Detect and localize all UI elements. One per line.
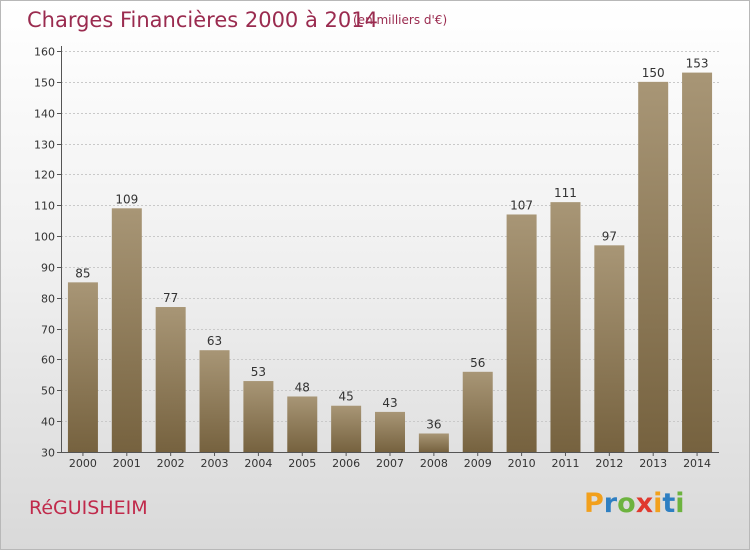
x-tick-label: 2012 <box>595 457 623 470</box>
bar <box>155 307 186 452</box>
data-label: 48 <box>295 380 310 394</box>
y-tick-label: 160 <box>34 46 55 59</box>
data-label: 111 <box>554 186 577 200</box>
x-tick-label: 2000 <box>69 457 97 470</box>
x-tick-label: 2006 <box>332 457 360 470</box>
data-label: 109 <box>115 192 138 206</box>
proxiti-logo: Proxiti <box>584 488 685 519</box>
y-tick-label: 140 <box>34 108 55 121</box>
bars <box>67 72 713 452</box>
bar <box>199 350 230 452</box>
bar <box>111 208 142 452</box>
x-tick-label: 2014 <box>683 457 711 470</box>
bar <box>67 282 98 452</box>
x-tick-label: 2003 <box>201 457 229 470</box>
x-tick-label: 2007 <box>376 457 404 470</box>
y-tick-label: 130 <box>34 139 55 152</box>
data-label: 56 <box>470 356 485 370</box>
data-label: 36 <box>426 417 441 431</box>
data-label: 97 <box>602 229 617 243</box>
data-label: 150 <box>642 66 665 80</box>
logo-letter: i <box>653 488 663 519</box>
bar <box>550 202 581 452</box>
y-tick-label: 100 <box>34 231 55 244</box>
y-tick-label: 110 <box>34 200 55 213</box>
logo-letter: P <box>584 488 604 519</box>
bar <box>638 81 669 452</box>
x-tick-label: 2001 <box>113 457 141 470</box>
bar <box>462 371 493 452</box>
x-tick-label: 2002 <box>157 457 185 470</box>
logo-letter: r <box>603 488 618 519</box>
chart-title: Charges Financières 2000 à 2014 <box>27 8 378 32</box>
bar <box>418 433 449 452</box>
y-tick-label: 120 <box>34 169 55 182</box>
commune-name: RéGUISHEIM <box>29 497 148 519</box>
x-tick-label: 2011 <box>551 457 579 470</box>
x-tick-label: 2004 <box>244 457 272 470</box>
y-tick-label: 60 <box>41 354 55 367</box>
bar <box>331 405 362 452</box>
x-tick-label: 2010 <box>508 457 536 470</box>
labels: 30 40 50 60 70 80 90 100 110 120 130 140 150 160 85 200… <box>34 46 711 471</box>
x-tick-label: 2013 <box>639 457 667 470</box>
data-label: 63 <box>207 334 222 348</box>
data-label: 107 <box>510 198 533 212</box>
bar <box>682 72 713 452</box>
axes <box>57 46 719 456</box>
x-tick-label: 2009 <box>464 457 492 470</box>
chart-subtitle: (en milliers d'€) <box>353 13 448 27</box>
y-tick-label: 70 <box>41 324 55 337</box>
x-tick-label: 2005 <box>288 457 316 470</box>
bar <box>243 381 274 452</box>
data-label: 153 <box>686 57 709 71</box>
logo-letter: x <box>635 488 654 519</box>
data-label: 43 <box>382 396 397 410</box>
logo-letter: o <box>617 488 636 519</box>
bar <box>506 214 537 452</box>
y-tick-label: 50 <box>41 385 55 398</box>
logo-letter: t <box>662 488 676 519</box>
bar <box>375 411 405 452</box>
data-label: 45 <box>338 390 353 404</box>
bar <box>594 245 625 452</box>
x-tick-label: 2008 <box>420 457 448 470</box>
y-tick-label: 150 <box>34 77 55 90</box>
bar <box>287 396 318 452</box>
logo-letter: i <box>675 488 685 519</box>
y-tick-label: 40 <box>41 416 55 429</box>
data-label: 53 <box>251 365 266 379</box>
y-tick-label: 90 <box>41 262 55 275</box>
y-tick-label: 80 <box>41 293 55 306</box>
y-tick-label: 30 <box>41 447 55 460</box>
data-label: 85 <box>75 266 90 280</box>
data-label: 77 <box>163 291 178 305</box>
